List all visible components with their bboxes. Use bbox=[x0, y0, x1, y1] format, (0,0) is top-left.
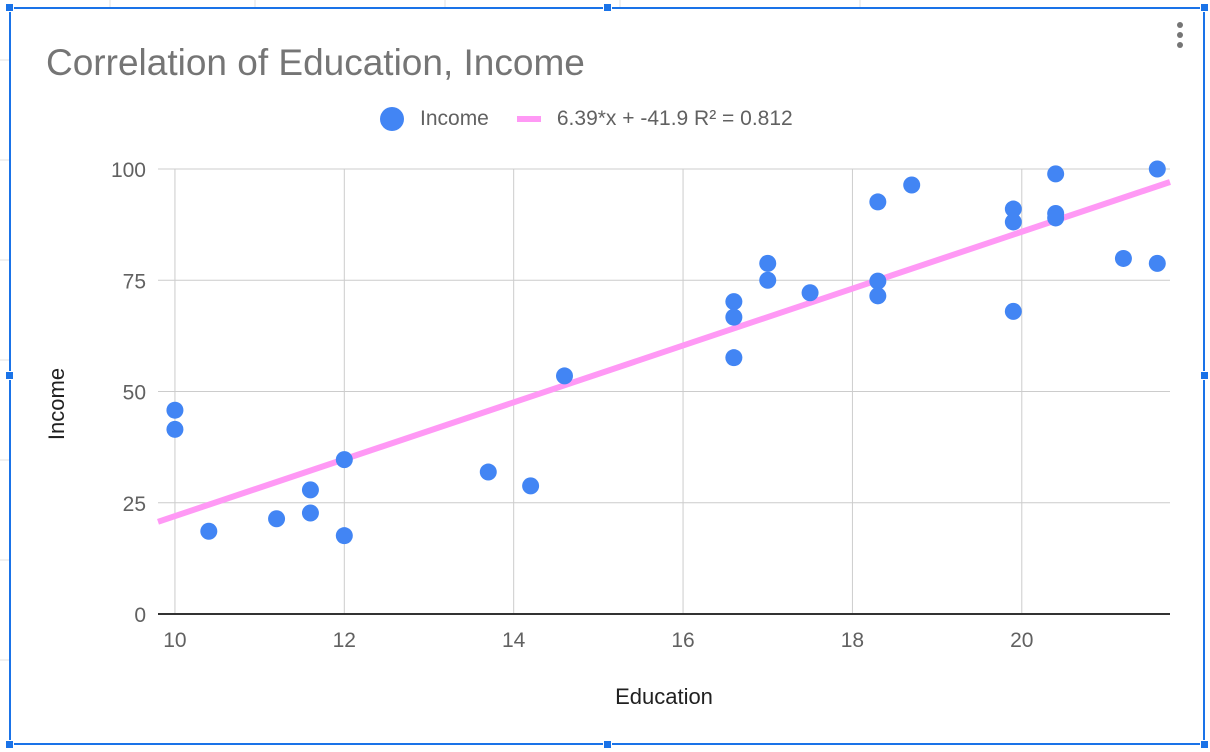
data-point bbox=[200, 522, 218, 540]
resize-handle-top-right[interactable] bbox=[1200, 3, 1209, 12]
chart-container[interactable] bbox=[9, 7, 1205, 745]
y-tick-label: 100 bbox=[111, 159, 146, 182]
data-point bbox=[268, 510, 286, 528]
trendline bbox=[157, 179, 1171, 525]
legend-dot-icon bbox=[380, 107, 404, 131]
data-point bbox=[869, 193, 887, 211]
y-tick-label: 25 bbox=[123, 493, 146, 516]
legend-label-trendline: 6.39*x + -41.9 R² = 0.812 bbox=[556, 107, 793, 130]
data-point bbox=[335, 527, 353, 545]
resize-handle-top-center[interactable] bbox=[603, 3, 612, 12]
data-point bbox=[869, 272, 887, 290]
legend-item-trendline: 6.39*x + -41.9 R² = 0.812 bbox=[516, 107, 793, 131]
data-point bbox=[479, 463, 497, 481]
y-tick-label: 50 bbox=[123, 382, 146, 405]
data-point bbox=[166, 420, 184, 438]
data-point bbox=[301, 481, 319, 499]
more-options-icon[interactable] bbox=[1173, 22, 1187, 56]
data-point bbox=[725, 349, 743, 367]
gridlines bbox=[158, 168, 1170, 615]
data-point bbox=[1148, 160, 1166, 178]
data-point bbox=[301, 504, 319, 522]
data-point bbox=[869, 287, 887, 305]
data-point bbox=[903, 176, 921, 194]
x-tick-label: 14 bbox=[502, 629, 526, 652]
data-points bbox=[166, 160, 1166, 545]
data-point bbox=[1148, 254, 1166, 272]
data-point bbox=[522, 477, 540, 495]
resize-handle-bottom-right[interactable] bbox=[1200, 740, 1209, 749]
tick-labels: 10 12 14 16 18 20 0 25 50 75 100 bbox=[111, 159, 1034, 652]
resize-handle-bottom-left[interactable] bbox=[5, 740, 14, 749]
chart-legend: Income 6.39*x + -41.9 R² = 0.812 bbox=[380, 104, 821, 134]
chart-title: Correlation of Education, Income bbox=[46, 42, 585, 83]
y-tick-label: 0 bbox=[134, 604, 146, 627]
data-point bbox=[1004, 302, 1022, 320]
data-point bbox=[801, 284, 819, 302]
x-tick-label: 20 bbox=[1010, 629, 1033, 652]
resize-handle-bottom-center[interactable] bbox=[603, 740, 612, 749]
x-tick-label: 10 bbox=[163, 629, 186, 652]
trendline-layer bbox=[157, 179, 1171, 525]
data-point bbox=[335, 451, 353, 469]
data-point bbox=[1114, 249, 1132, 267]
data-point bbox=[1004, 200, 1022, 218]
data-point bbox=[166, 401, 184, 419]
resize-handle-middle-right[interactable] bbox=[1200, 371, 1209, 380]
data-point bbox=[1047, 165, 1065, 183]
resize-handle-middle-left[interactable] bbox=[5, 371, 14, 380]
data-point bbox=[759, 254, 777, 272]
data-point bbox=[1047, 209, 1065, 227]
x-axis-title: Education bbox=[615, 684, 713, 709]
legend-label-income: Income bbox=[420, 107, 489, 130]
data-point bbox=[725, 293, 743, 311]
x-tick-label: 18 bbox=[841, 629, 864, 652]
x-tick-label: 16 bbox=[671, 629, 694, 652]
legend-line-icon bbox=[516, 116, 541, 122]
x-tick-label: 12 bbox=[333, 629, 356, 652]
y-axis-title: Income bbox=[44, 367, 69, 441]
y-tick-label: 75 bbox=[123, 270, 146, 293]
data-point bbox=[1004, 213, 1022, 231]
legend-item-income: Income bbox=[380, 107, 489, 131]
resize-handle-top-left[interactable] bbox=[5, 3, 14, 12]
data-point bbox=[725, 308, 743, 326]
data-point bbox=[555, 367, 573, 385]
data-point bbox=[759, 271, 777, 289]
